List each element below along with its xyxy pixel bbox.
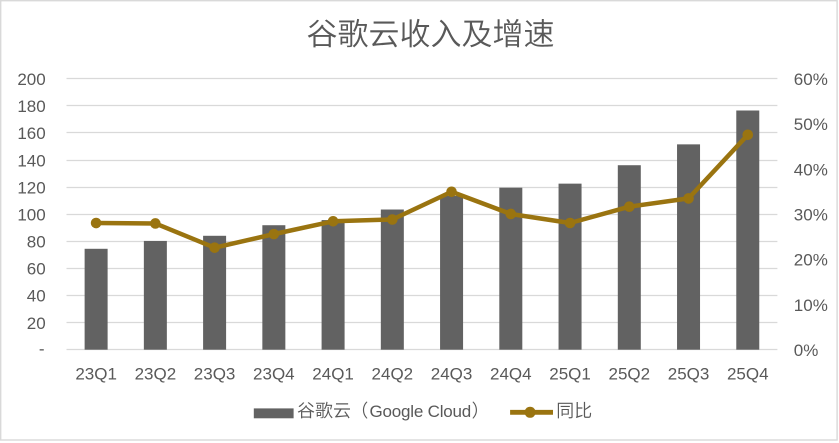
svg-text:Google Cloud: Google Cloud (370, 402, 472, 421)
svg-text:40: 40 (27, 287, 46, 306)
svg-text:23Q3: 23Q3 (194, 365, 236, 384)
svg-text:60%: 60% (794, 70, 828, 89)
svg-text:25Q1: 25Q1 (549, 365, 591, 384)
svg-text:24Q2: 24Q2 (372, 365, 414, 384)
svg-text:20%: 20% (794, 251, 828, 270)
svg-text:24Q1: 24Q1 (312, 365, 354, 384)
svg-text:40%: 40% (794, 160, 828, 179)
svg-text:20: 20 (27, 314, 46, 333)
svg-text:24Q3: 24Q3 (431, 365, 473, 384)
svg-text:23Q4: 23Q4 (253, 365, 295, 384)
svg-text:140: 140 (17, 151, 45, 170)
svg-text:23Q2: 23Q2 (135, 365, 177, 384)
svg-text:160: 160 (17, 124, 45, 143)
svg-text:180: 180 (17, 97, 45, 116)
svg-text:60: 60 (27, 260, 46, 279)
svg-text:25Q2: 25Q2 (609, 365, 651, 384)
svg-text:23Q1: 23Q1 (75, 365, 117, 384)
svg-text:-: - (39, 340, 45, 359)
svg-text:10%: 10% (794, 296, 828, 315)
svg-text:25Q4: 25Q4 (727, 365, 769, 384)
svg-text:120: 120 (17, 178, 45, 197)
svg-text:25Q3: 25Q3 (668, 365, 710, 384)
svg-text:30%: 30% (794, 205, 828, 224)
svg-text:80: 80 (27, 233, 46, 252)
svg-text:0%: 0% (794, 341, 819, 360)
svg-text:24Q4: 24Q4 (490, 365, 532, 384)
svg-text:200: 200 (17, 70, 45, 89)
svg-text:100: 100 (17, 205, 45, 224)
svg-text:50%: 50% (794, 115, 828, 134)
